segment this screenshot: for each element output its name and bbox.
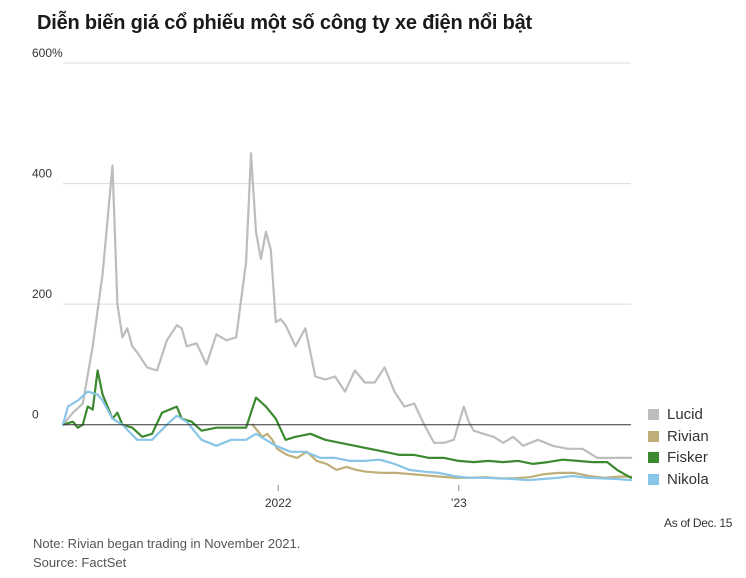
as-of-label: As of Dec. 15 [664,516,733,530]
legend-item: Nikola [648,469,709,491]
legend-label: Lucid [667,406,703,424]
x-tick-labels: 2022 ’23 [265,485,467,510]
legend-swatch [648,473,659,485]
legend-label: Fisker [667,449,708,467]
y-tick-label: 600% [32,46,63,60]
y-tick-label: 400 [32,167,52,181]
legend: Lucid Rivian Fisker Nikola [648,404,709,490]
series-line-nikola [61,390,633,482]
legend-swatch [648,452,659,464]
legend-swatch [648,409,659,421]
legend-swatch [648,430,659,442]
chart-source: Source: FactSet [33,555,127,570]
legend-item: Fisker [648,447,709,469]
legend-item: Rivian [648,426,709,448]
legend-item: Lucid [648,404,709,426]
series-line-fisker [61,369,633,479]
chart-note: Note: Rivian began trading in November 2… [33,536,301,551]
y-tick-label: 0 [32,408,39,422]
x-tick-label: 2022 [265,496,292,510]
legend-label: Nikola [667,470,709,488]
y-tick-labels: 0 200 400 600% [32,46,63,422]
y-tick-label: 200 [32,287,52,301]
series-line-rivian [251,423,633,480]
grid-lines [63,62,631,305]
x-tick-label: ’23 [451,496,467,510]
series-line-lucid [61,152,633,459]
chart-title: Diễn biến giá cổ phiếu một số công ty xe… [37,12,533,34]
series-lines [61,152,633,482]
legend-label: Rivian [667,427,709,445]
